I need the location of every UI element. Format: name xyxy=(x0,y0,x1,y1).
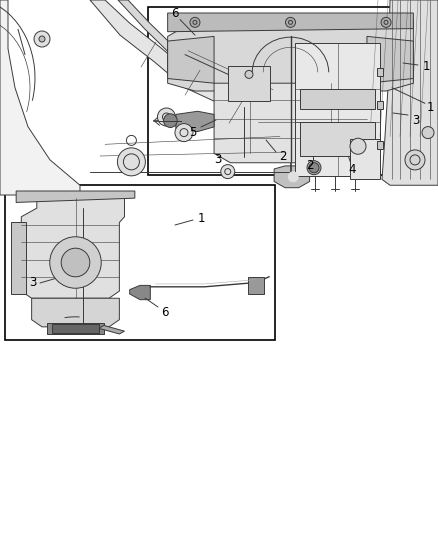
Bar xyxy=(300,90,375,109)
Polygon shape xyxy=(168,36,214,83)
Polygon shape xyxy=(214,83,367,163)
Text: 3: 3 xyxy=(412,114,420,126)
Text: 3: 3 xyxy=(214,154,222,166)
Polygon shape xyxy=(118,0,302,127)
Bar xyxy=(5,185,275,340)
Bar xyxy=(52,324,99,333)
Circle shape xyxy=(221,165,235,179)
Bar xyxy=(377,141,383,149)
Text: 4: 4 xyxy=(348,163,356,176)
Circle shape xyxy=(309,163,319,173)
Circle shape xyxy=(61,248,90,277)
Circle shape xyxy=(190,18,200,27)
Polygon shape xyxy=(382,0,438,185)
Polygon shape xyxy=(274,166,310,188)
Circle shape xyxy=(422,127,434,139)
Circle shape xyxy=(175,124,193,142)
Text: 1: 1 xyxy=(426,101,434,114)
Circle shape xyxy=(350,138,366,154)
Bar xyxy=(295,43,380,175)
Polygon shape xyxy=(130,285,150,300)
Polygon shape xyxy=(21,194,124,298)
Polygon shape xyxy=(32,298,120,327)
Bar xyxy=(377,101,383,109)
Circle shape xyxy=(307,161,321,175)
Bar xyxy=(300,123,375,156)
Text: 5: 5 xyxy=(189,125,197,139)
Bar xyxy=(148,7,433,175)
Bar xyxy=(228,67,270,101)
Circle shape xyxy=(117,148,145,176)
Text: 1: 1 xyxy=(422,61,430,74)
Circle shape xyxy=(381,18,391,27)
Polygon shape xyxy=(176,111,214,132)
Text: 6: 6 xyxy=(161,305,169,319)
Polygon shape xyxy=(11,222,26,294)
Circle shape xyxy=(157,108,176,126)
Circle shape xyxy=(163,114,177,127)
Circle shape xyxy=(288,171,299,182)
Text: 1: 1 xyxy=(197,212,205,224)
Polygon shape xyxy=(90,0,312,140)
Bar xyxy=(0,0,438,195)
Text: 2: 2 xyxy=(279,150,287,164)
Text: 2: 2 xyxy=(306,159,314,172)
Bar xyxy=(248,277,264,294)
Polygon shape xyxy=(99,326,124,334)
Circle shape xyxy=(34,31,50,47)
Circle shape xyxy=(286,18,296,27)
Bar xyxy=(350,140,380,180)
Circle shape xyxy=(405,150,425,170)
Polygon shape xyxy=(0,0,80,195)
Circle shape xyxy=(124,154,139,170)
Polygon shape xyxy=(367,36,413,83)
Polygon shape xyxy=(47,322,104,334)
Text: 3: 3 xyxy=(29,277,37,289)
Polygon shape xyxy=(168,16,413,91)
Circle shape xyxy=(39,36,45,42)
Polygon shape xyxy=(168,13,413,32)
Circle shape xyxy=(50,237,101,288)
Bar xyxy=(377,68,383,76)
Polygon shape xyxy=(16,191,135,203)
Text: 6: 6 xyxy=(171,7,179,20)
Circle shape xyxy=(245,70,253,78)
